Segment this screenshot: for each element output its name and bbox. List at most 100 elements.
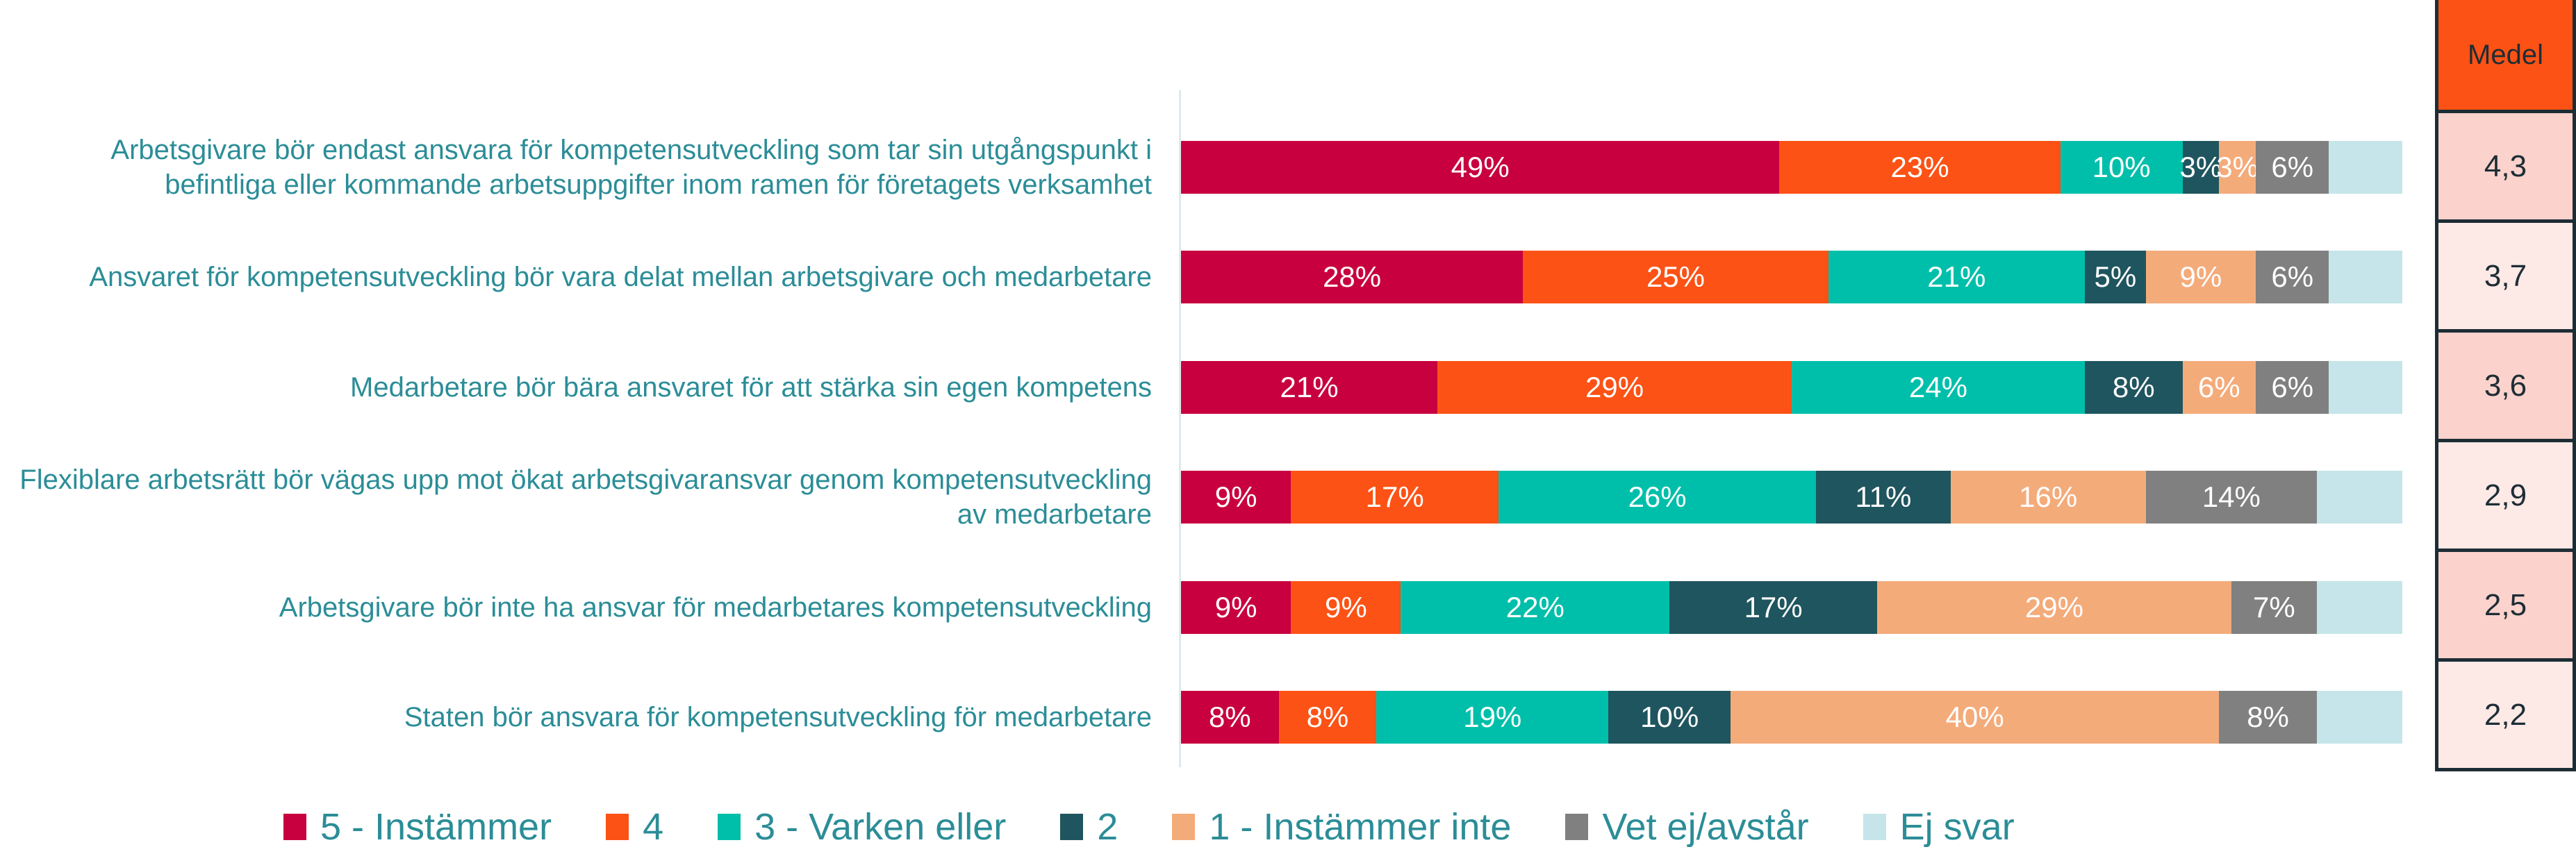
bar-row: 21% 29% 24% 8% 6% 6% (1181, 360, 2402, 414)
bar-segment (2316, 471, 2402, 524)
data-label: 9% (1324, 590, 1367, 623)
medel-value: 3,7 (2438, 223, 2573, 333)
legend-swatch (606, 814, 629, 840)
data-label: 6% (2271, 260, 2314, 294)
legend-swatch (1172, 814, 1196, 840)
data-label: 19% (1463, 701, 1522, 733)
bar-segment: 23% (1779, 141, 2061, 194)
bar-segment: 8% (2084, 360, 2183, 414)
data-label: 10% (2092, 151, 2151, 183)
data-label: 11% (1855, 480, 1912, 514)
data-label: 25% (1646, 260, 1706, 294)
data-label: 22% (1505, 590, 1564, 623)
bar-segment (2316, 691, 2402, 744)
data-label: 24% (1908, 370, 1967, 403)
legend-label: 5 - Instämmer (320, 806, 552, 848)
data-label: 8% (2247, 701, 2289, 733)
medel-header: Medel (2438, 0, 2573, 113)
data-label: 21% (1927, 260, 1986, 294)
bar-segment: 21% (1828, 251, 2085, 304)
data-label: 5% (2094, 260, 2137, 294)
bar-segment: 6% (2256, 141, 2329, 194)
bar-segment: 7% (2231, 580, 2317, 634)
bar-segment: 29% (1877, 580, 2231, 634)
data-label: 9% (1214, 480, 1257, 514)
legend-swatch (1565, 814, 1589, 840)
data-label: 8% (2112, 370, 2155, 403)
data-label: 17% (1365, 480, 1424, 514)
medel-value: 2,5 (2438, 552, 2573, 662)
legend-item: 3 - Varken eller (718, 805, 1006, 848)
bar-segment: 5% (2084, 251, 2146, 304)
data-label: 8% (1306, 701, 1349, 733)
category-label: Staten bör ansvara för kompetensutveckli… (404, 702, 1152, 732)
bar-segment: 9% (1181, 471, 1291, 524)
category-label: Arbetsgivare bör inte ha ansvar för meda… (279, 592, 1152, 623)
bar-segment: 29% (1437, 360, 1792, 414)
bar-segment: 40% (1731, 691, 2220, 744)
legend-label: Vet ej/avstår (1602, 806, 1809, 848)
category-label: Medarbetare bör bära ansvaret för att st… (350, 371, 1152, 403)
bar-row: 8% 8% 19% 10% 40% 8% (1181, 691, 2402, 744)
bar-segment: 9% (1291, 580, 1401, 634)
legend-item: 1 - Instämmer inte (1172, 805, 1511, 848)
legend: 5 - Instämmer 4 3 - Varken eller 2 1 - Instä… (283, 805, 2069, 848)
legend-swatch (1863, 814, 1886, 840)
legend-item: 2 (1060, 805, 1118, 848)
legend-label: Ej svar (1899, 806, 2015, 848)
legend-label: 4 (643, 806, 664, 848)
bar-segment (2329, 141, 2402, 194)
data-label: 6% (2197, 370, 2240, 403)
bar-segment: 28% (1181, 251, 1524, 304)
bar-segment: 8% (1181, 691, 1279, 744)
bar-segment (2329, 251, 2402, 304)
bar-segment: 6% (2255, 360, 2329, 414)
bar-segment: 10% (1608, 691, 1731, 744)
data-label: 14% (2202, 480, 2261, 514)
bar-segment (2329, 360, 2402, 414)
data-label: 17% (1744, 590, 1803, 623)
bar-segment: 9% (2145, 251, 2256, 304)
bar-segment: 19% (1376, 691, 1609, 744)
bar-segment: 16% (1950, 471, 2146, 524)
bar-segment: 25% (1523, 251, 1828, 304)
medel-value: 3,6 (2438, 333, 2573, 442)
legend-item: Ej svar (1863, 805, 2015, 848)
data-label: 23% (1890, 151, 1949, 183)
medel-value: 2,2 (2438, 662, 2573, 771)
medel-value: 2,9 (2438, 442, 2573, 552)
data-label: 26% (1628, 480, 1687, 514)
y-axis-line (1179, 90, 1181, 767)
bar-segment: 6% (2182, 360, 2256, 414)
data-label: 3% (2216, 151, 2259, 183)
bar-segment: 49% (1181, 141, 1780, 194)
bar-row: 9% 17% 26% 11% 16% 14% (1181, 471, 2402, 524)
bar-segment: 14% (2145, 471, 2317, 524)
bar-segment: 10% (2060, 141, 2183, 194)
legend-label: 1 - Instämmer inte (1209, 806, 1512, 848)
bar-row: 9% 9% 22% 17% 29% 7% (1181, 580, 2402, 634)
medel-table: Medel 4,3 3,7 3,6 2,9 2,5 2,2 (2435, 0, 2576, 771)
bar-segment: 22% (1401, 580, 1670, 634)
medel-value: 4,3 (2438, 113, 2573, 223)
legend-swatch (283, 814, 306, 840)
bar-segment: 17% (1669, 580, 1878, 634)
data-label: 7% (2253, 590, 2295, 623)
data-label: 3% (2179, 151, 2222, 183)
legend-item: Vet ej/avstår (1565, 805, 1809, 848)
bar-segment: 24% (1791, 360, 2085, 414)
data-label: 29% (2024, 590, 2083, 623)
legend-label: 3 - Varken eller (754, 806, 1007, 848)
bar-segment: 21% (1181, 360, 1438, 414)
bar-segment: 17% (1291, 471, 1499, 524)
legend-item: 5 - Instämmer (283, 805, 552, 848)
legend-item: 4 (606, 805, 663, 848)
legend-label: 2 (1097, 806, 1118, 848)
bar-segment: 9% (1181, 580, 1291, 634)
bar-segment: 8% (1278, 691, 1377, 744)
bar-segment: 8% (2219, 691, 2317, 744)
bar-segment: 26% (1498, 471, 1817, 524)
data-label: 21% (1280, 370, 1339, 403)
bar-segment (2316, 580, 2402, 634)
bar-row: 49% 23% 10% 3% 3% 6% (1181, 141, 2402, 194)
